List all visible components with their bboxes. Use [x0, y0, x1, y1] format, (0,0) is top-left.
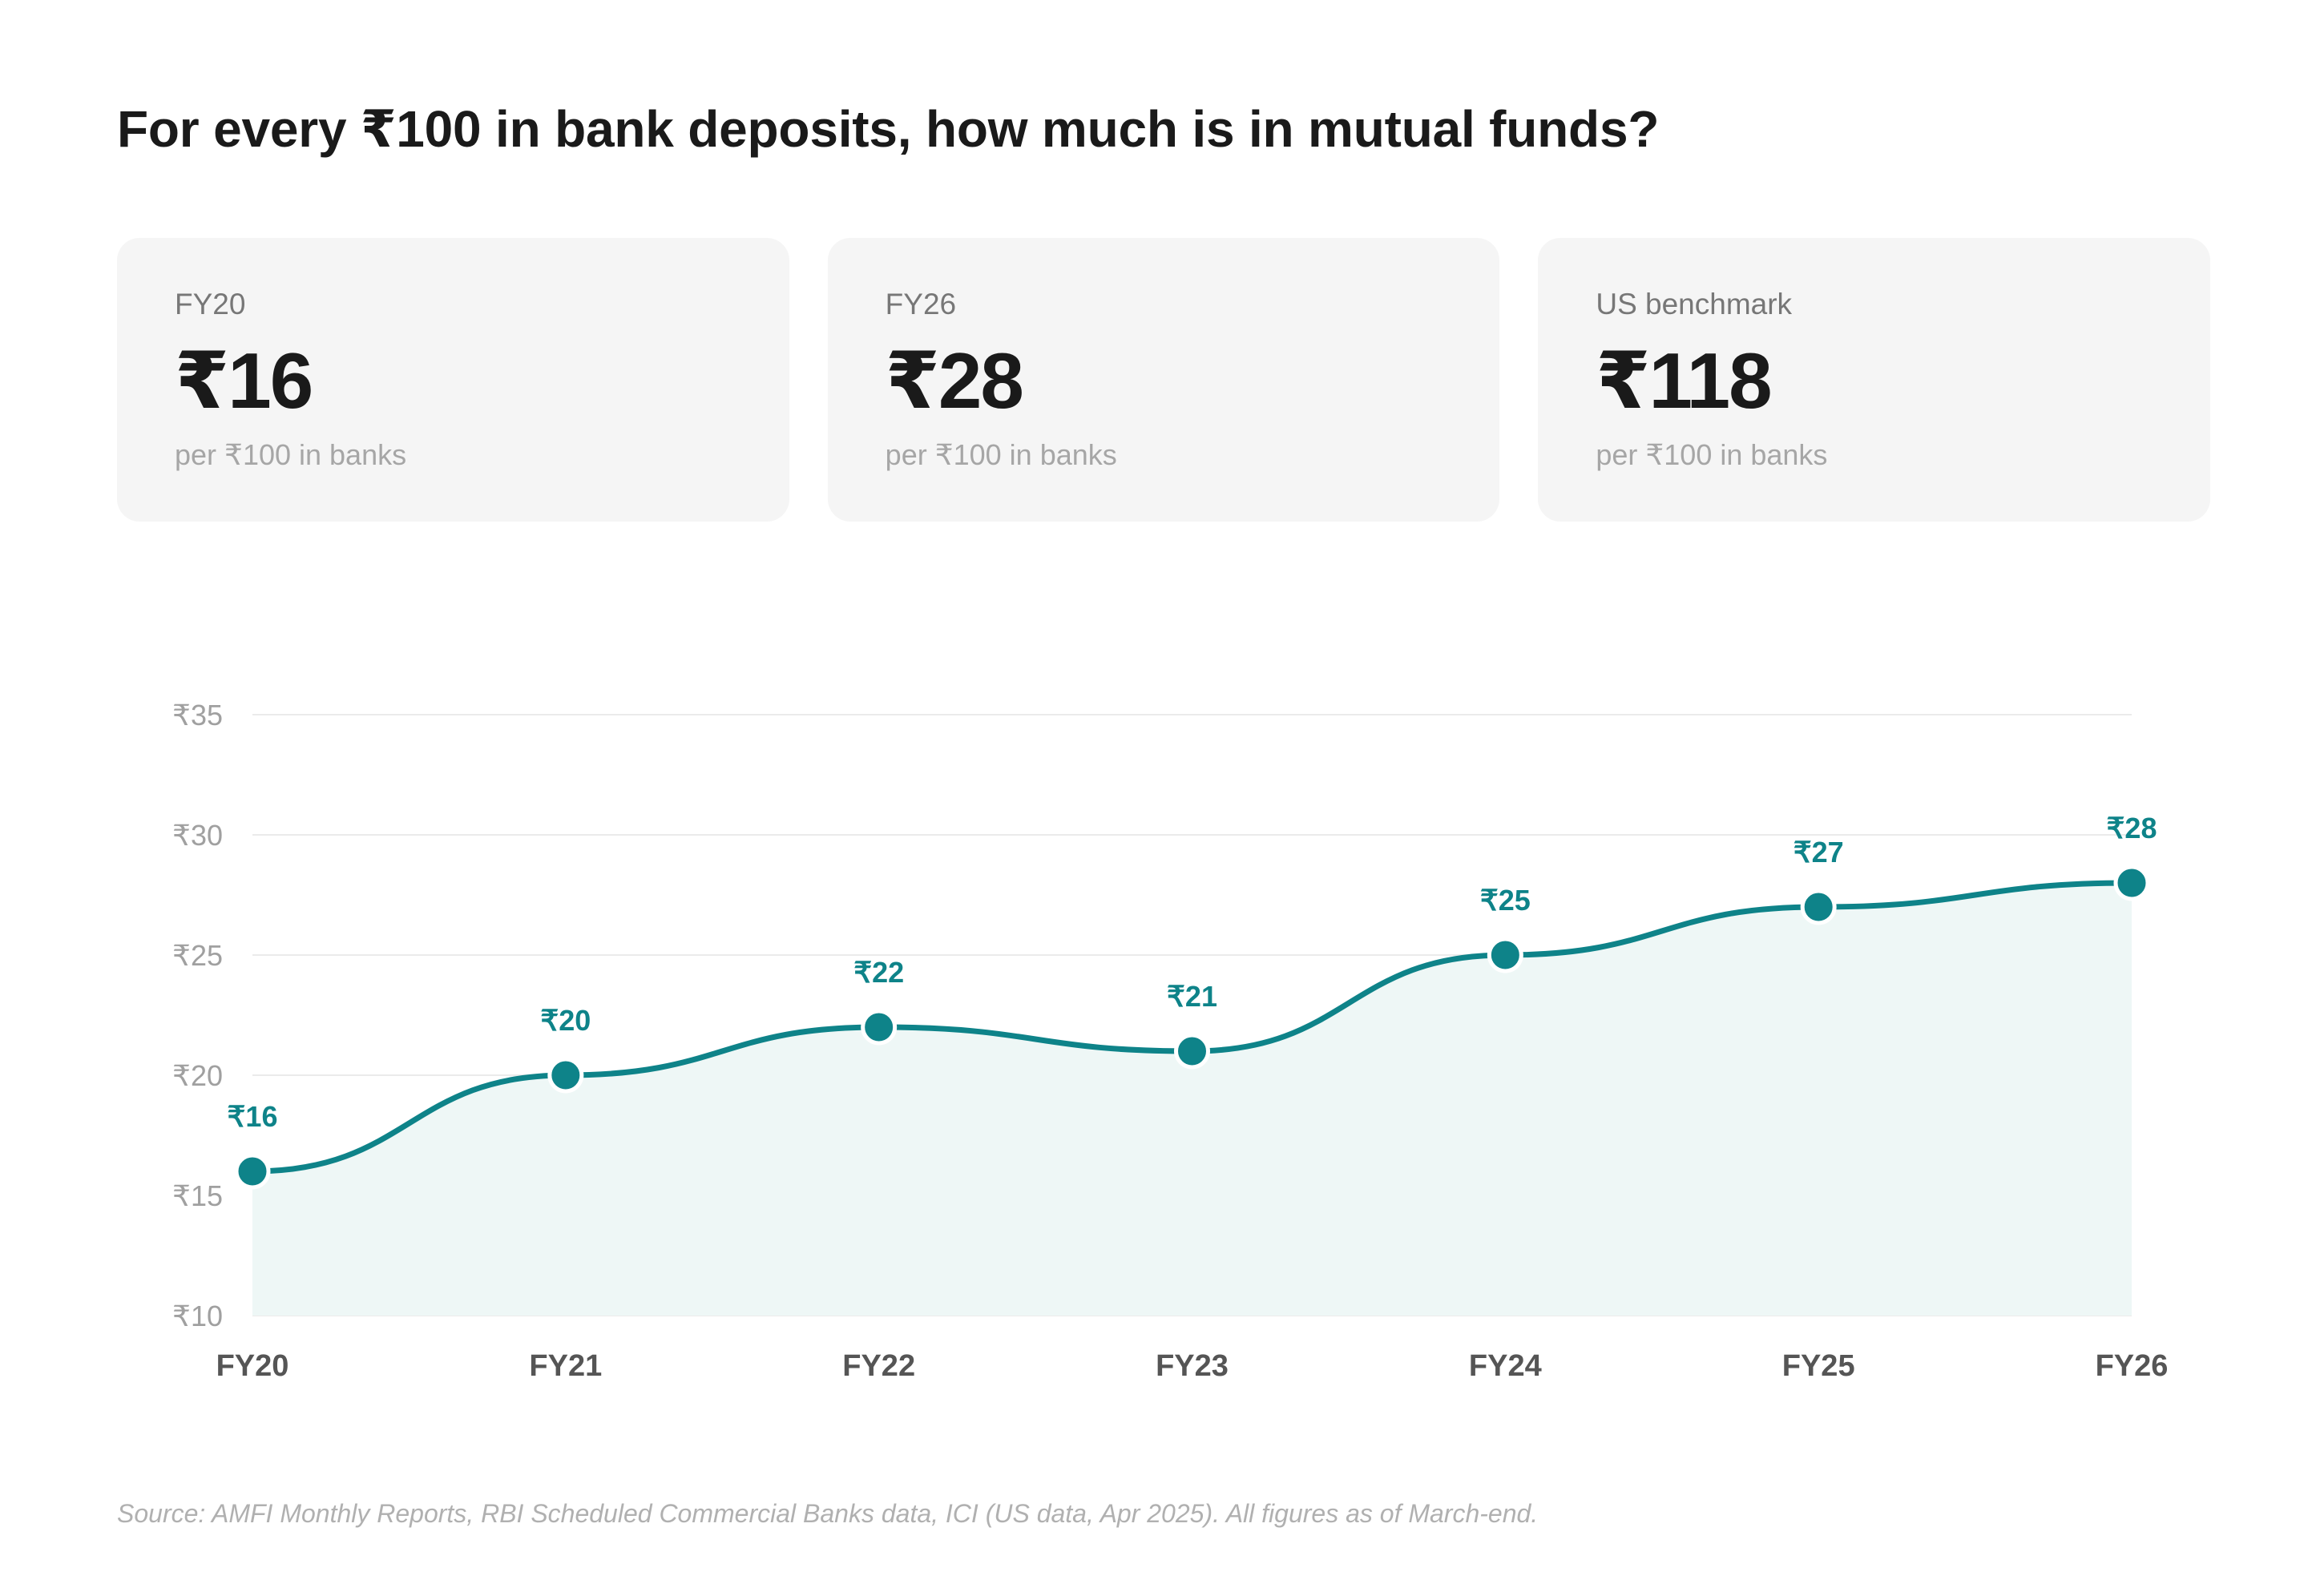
area-fill — [252, 883, 2132, 1316]
x-tick-label: FY25 — [1782, 1349, 1855, 1383]
card-subtitle: per ₹100 in banks — [885, 438, 1117, 471]
data-label: ₹20 — [540, 1004, 591, 1037]
card-value: ₹28 — [885, 337, 1024, 425]
data-point — [1174, 1033, 1210, 1070]
card-subtitle: per ₹100 in banks — [1596, 438, 1828, 471]
x-tick-label: FY26 — [2096, 1349, 2169, 1383]
summary-card-fy20: FY20 ₹16 per ₹100 in banks — [117, 238, 789, 522]
data-label: ₹25 — [1480, 884, 1531, 917]
x-tick-label: FY20 — [216, 1349, 289, 1383]
line-area-chart: ₹10 ₹15 ₹20 ₹25 ₹30 ₹35 ₹16 FY20 ₹20 FY21 ₹22 FY22 ₹… — [172, 699, 2169, 1383]
data-point — [861, 1009, 898, 1046]
data-label: ₹21 — [1167, 980, 1217, 1013]
y-tick-label: ₹15 — [172, 1179, 223, 1212]
x-tick-label: FY21 — [529, 1349, 602, 1383]
data-point — [1487, 937, 1523, 973]
x-tick-label: FY24 — [1469, 1349, 1542, 1383]
data-label: ₹27 — [1794, 836, 1844, 869]
card-label: FY20 — [175, 288, 246, 320]
summary-card-us-benchmark: US benchmark ₹118 per ₹100 in banks — [1538, 238, 2211, 522]
data-label: ₹22 — [853, 956, 904, 989]
card-value: ₹16 — [175, 337, 313, 425]
card-value: ₹118 — [1596, 337, 1772, 425]
data-label: ₹28 — [2107, 812, 2157, 844]
summary-cards: FY20 ₹16 per ₹100 in banks FY26 ₹28 per … — [117, 238, 2211, 522]
y-tick-label: ₹35 — [172, 699, 223, 732]
summary-card-fy26: FY26 ₹28 per ₹100 in banks — [827, 238, 1500, 522]
source-note: Source: AMFI Monthly Reports, RBI Schedu… — [117, 1499, 1539, 1528]
data-label: ₹16 — [228, 1100, 278, 1133]
y-tick-label: ₹25 — [172, 939, 223, 972]
y-tick-label: ₹10 — [172, 1300, 223, 1332]
y-tick-label: ₹30 — [172, 819, 223, 852]
data-point — [1800, 889, 1837, 925]
data-point — [547, 1057, 584, 1094]
data-point — [234, 1153, 271, 1190]
x-tick-label: FY22 — [842, 1349, 915, 1383]
x-tick-label: FY23 — [1156, 1349, 1229, 1383]
card-label: US benchmark — [1596, 288, 1793, 320]
chart-title: For every ₹100 in bank deposits, how muc… — [117, 100, 1660, 158]
data-point — [2113, 864, 2150, 901]
card-label: FY26 — [885, 288, 957, 320]
y-tick-label: ₹20 — [172, 1059, 223, 1092]
card-subtitle: per ₹100 in banks — [175, 438, 407, 471]
